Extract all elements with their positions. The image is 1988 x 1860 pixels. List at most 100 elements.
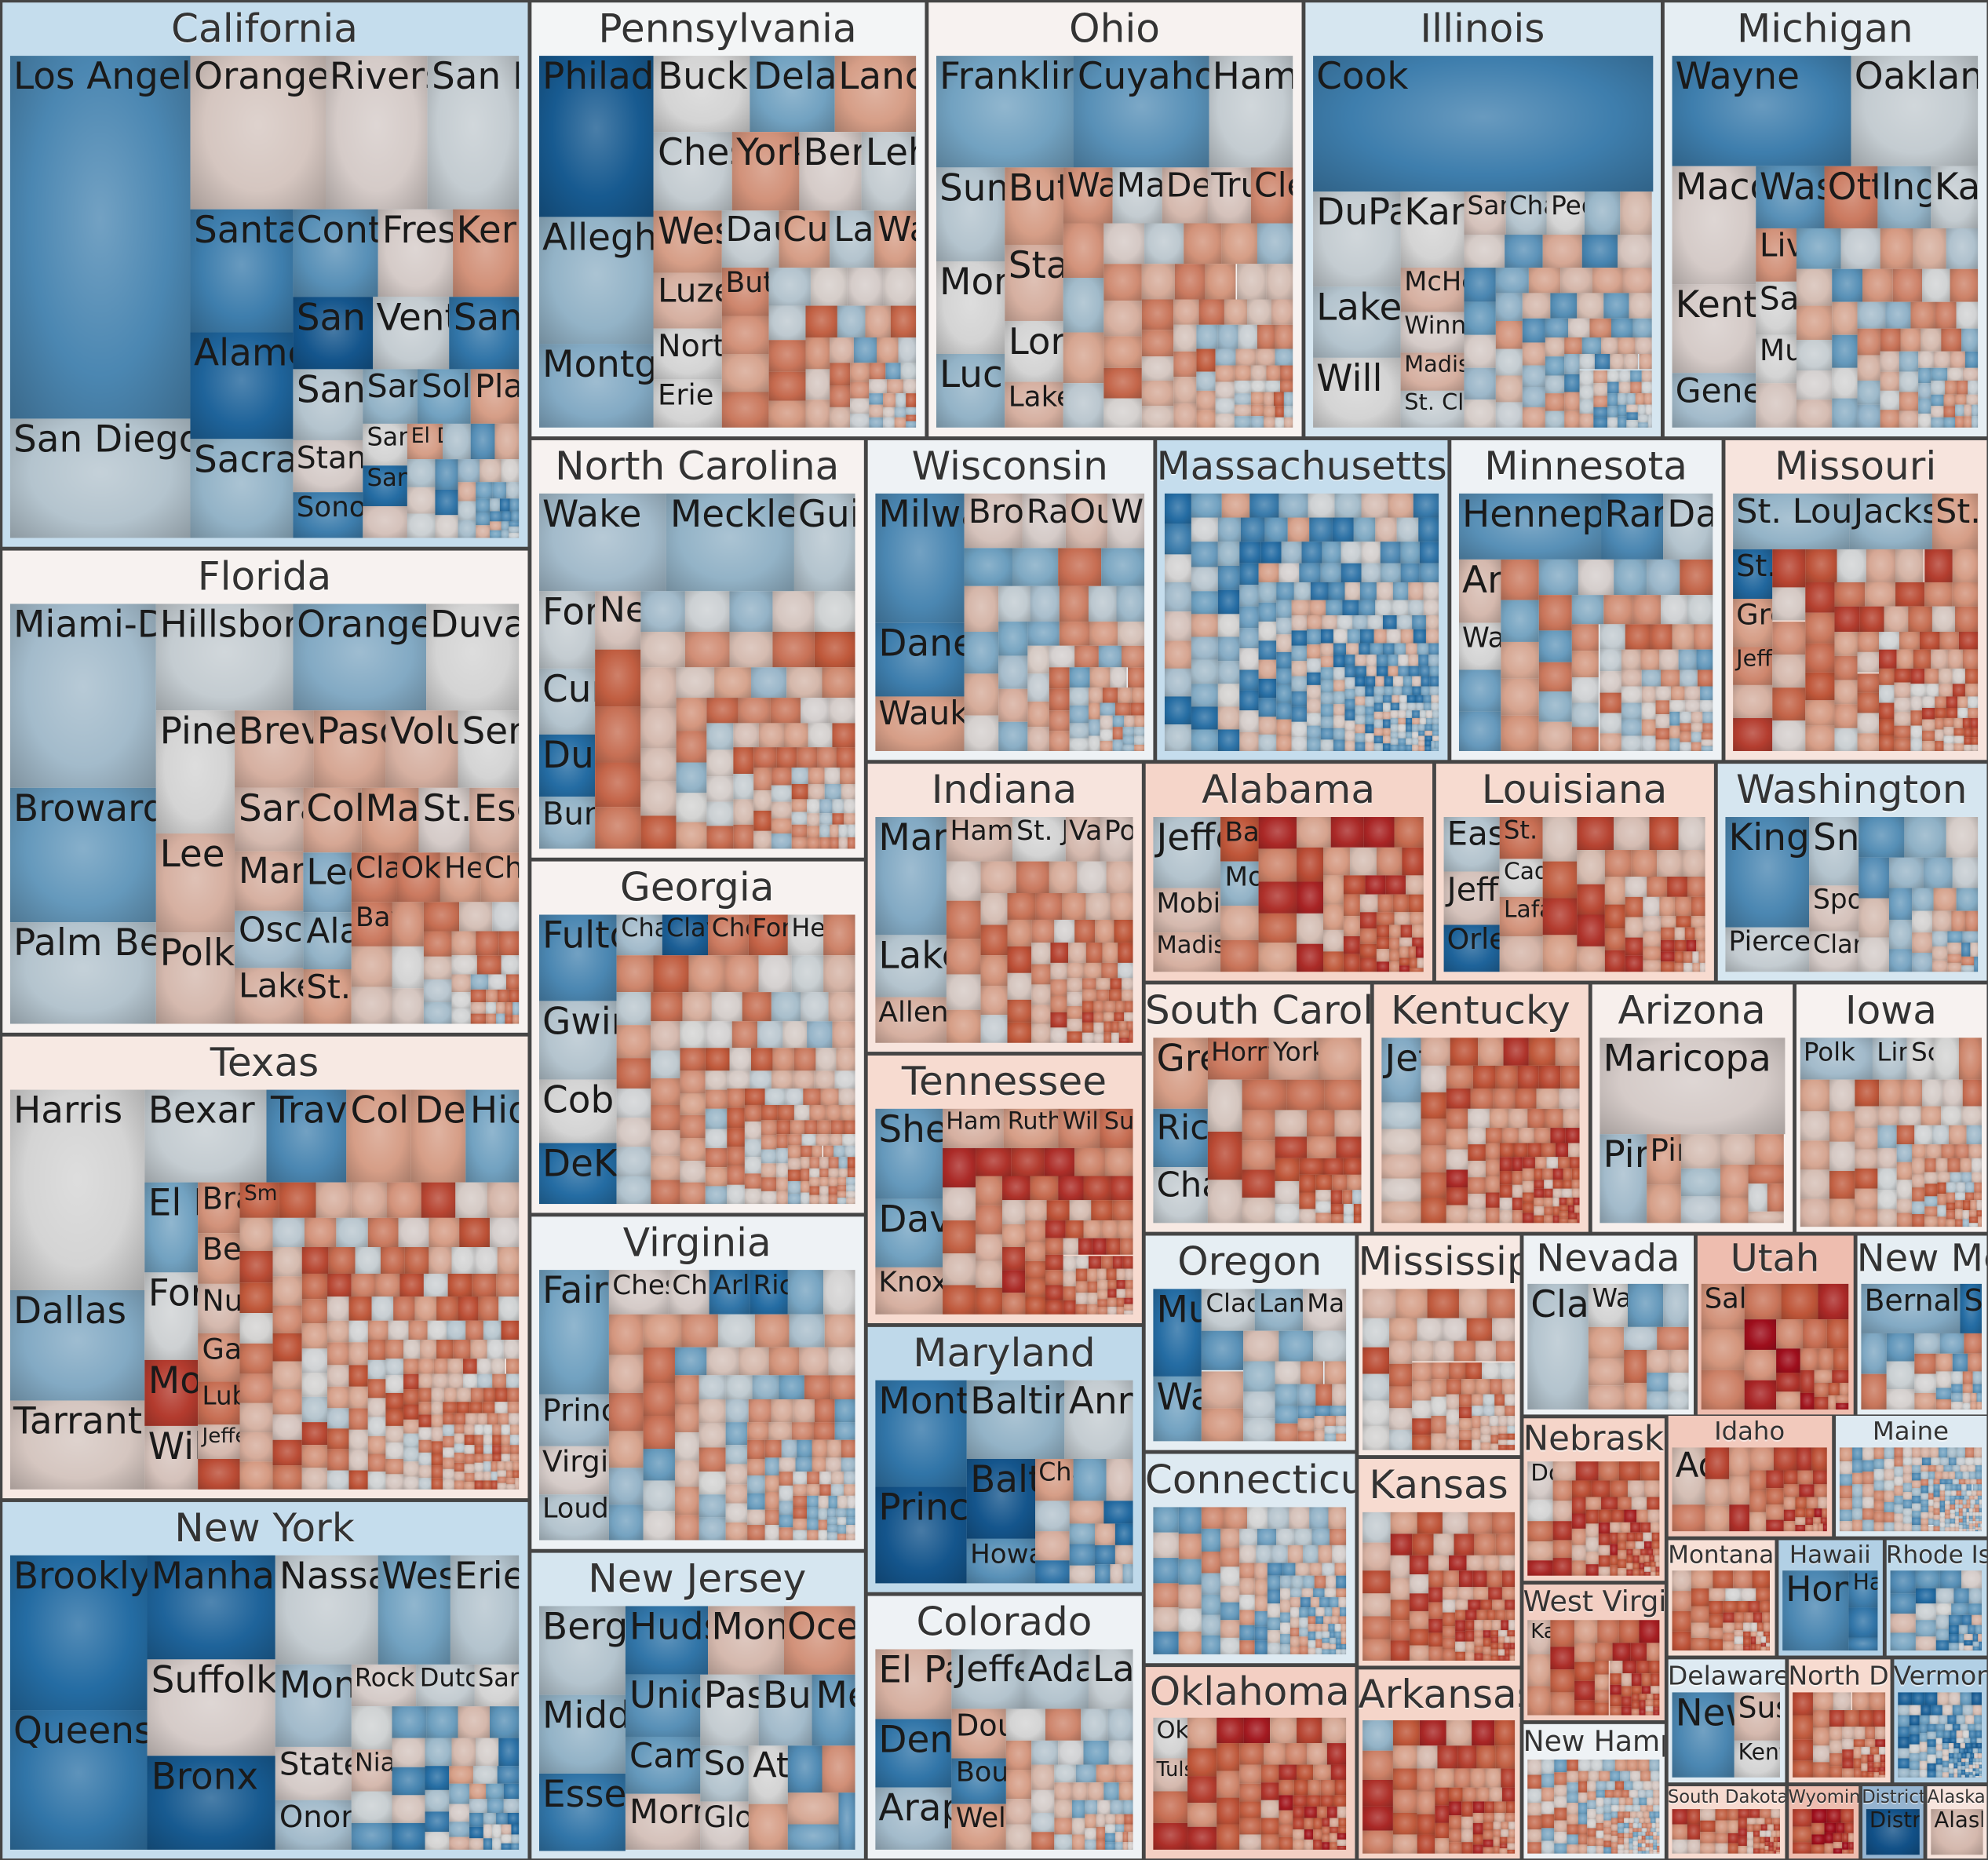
county-cell-unlabeled[interactable] (1324, 1588, 1337, 1598)
county-cell-unlabeled[interactable] (1685, 700, 1701, 712)
county-cell[interactable]: Erie (654, 380, 722, 429)
county-cell-unlabeled[interactable] (1325, 1080, 1362, 1111)
county-cell-unlabeled[interactable] (1107, 1297, 1116, 1307)
county-cell-unlabeled[interactable] (454, 1434, 465, 1444)
county-cell-unlabeled[interactable] (1910, 301, 1935, 330)
county-cell-unlabeled[interactable] (1587, 1836, 1596, 1846)
county-cell-unlabeled[interactable] (1854, 1767, 1862, 1778)
county-cell-unlabeled[interactable] (1781, 1283, 1818, 1319)
county-cell[interactable]: Rutherford (1003, 1108, 1059, 1148)
county-cell-unlabeled[interactable] (1769, 1836, 1774, 1843)
county-cell-unlabeled[interactable] (1360, 582, 1377, 600)
county-cell-unlabeled[interactable] (1970, 1738, 1977, 1744)
county-cell-unlabeled[interactable] (1951, 1484, 1957, 1491)
county-cell-unlabeled[interactable] (1859, 1710, 1873, 1727)
county-cell-unlabeled[interactable] (1307, 712, 1321, 726)
county-cell-unlabeled[interactable] (491, 1471, 498, 1481)
county-cell-unlabeled[interactable] (1915, 1588, 1936, 1604)
county-cell-unlabeled[interactable] (1760, 1601, 1771, 1613)
county-cell[interactable]: Lancaster (834, 55, 917, 133)
county-cell-unlabeled[interactable] (1951, 1371, 1963, 1384)
county-cell-unlabeled[interactable] (1307, 671, 1321, 686)
county-cell-unlabeled[interactable] (1609, 1705, 1622, 1716)
county-cell-unlabeled[interactable] (1500, 1157, 1512, 1172)
county-cell[interactable] (1848, 1637, 1879, 1651)
county-cell-unlabeled[interactable] (1114, 920, 1134, 943)
county-cell-unlabeled[interactable] (1411, 1362, 1432, 1382)
county-cell-unlabeled[interactable] (1884, 1501, 1895, 1512)
state-ohio[interactable]: OhioFranklinCuyahogaHamiltonSummitMontgo… (928, 2, 1301, 436)
county-cell-unlabeled[interactable] (1617, 393, 1627, 406)
county-cell-unlabeled[interactable] (1640, 1522, 1651, 1533)
county-cell-unlabeled[interactable] (1813, 1745, 1829, 1762)
county-cell-unlabeled[interactable] (1330, 1190, 1342, 1204)
county-cell-unlabeled[interactable] (1894, 725, 1911, 739)
state-new-jersey[interactable]: New JerseyBergenMiddlesexEssexHudsonMonm… (531, 1552, 864, 1858)
county-cell-unlabeled[interactable] (1728, 1447, 1750, 1477)
county-cell-unlabeled[interactable] (761, 1148, 776, 1163)
county-cell-unlabeled[interactable] (1125, 1289, 1134, 1298)
county-cell-unlabeled[interactable] (1961, 1770, 1966, 1774)
county-cell-unlabeled[interactable] (1571, 1180, 1581, 1190)
county-cell-unlabeled[interactable] (1856, 631, 1879, 653)
county-cell-unlabeled[interactable] (1937, 1182, 1947, 1194)
county-cell-unlabeled[interactable] (1640, 1620, 1661, 1643)
county-cell-unlabeled[interactable] (905, 407, 917, 415)
county-cell-unlabeled[interactable] (1069, 1199, 1091, 1221)
county-cell-unlabeled[interactable] (608, 1354, 644, 1393)
county-cell-unlabeled[interactable] (787, 1133, 803, 1146)
county-cell-unlabeled[interactable] (470, 1002, 487, 1015)
county-cell-unlabeled[interactable] (1362, 1751, 1393, 1781)
county-cell-unlabeled[interactable] (1669, 725, 1680, 739)
county-cell-unlabeled[interactable] (1899, 1105, 1921, 1126)
county-cell-unlabeled[interactable] (823, 1269, 856, 1315)
county-cell-unlabeled[interactable] (477, 1358, 492, 1375)
county-cell-unlabeled[interactable] (846, 1198, 856, 1205)
county-cell-unlabeled[interactable] (1498, 1433, 1508, 1440)
county-cell-unlabeled[interactable] (1545, 1109, 1563, 1128)
state-nevada[interactable]: NevadaClarkWashoe (1523, 1235, 1694, 1414)
county-cell-unlabeled[interactable] (1618, 1804, 1626, 1812)
county-cell-unlabeled[interactable] (1463, 335, 1496, 368)
county-cell-unlabeled[interactable] (1095, 1563, 1110, 1585)
county-cell-unlabeled[interactable] (1642, 1836, 1647, 1840)
county-cell-unlabeled[interactable] (418, 1402, 432, 1415)
county-cell-unlabeled[interactable] (502, 1320, 520, 1340)
county-cell-unlabeled[interactable] (1002, 1270, 1025, 1293)
county-cell-unlabeled[interactable] (1472, 1720, 1494, 1746)
county-cell-unlabeled[interactable] (272, 1333, 303, 1362)
county-cell-unlabeled[interactable] (1771, 655, 1806, 688)
county-cell-unlabeled[interactable] (1624, 1509, 1636, 1523)
county-cell-unlabeled[interactable] (1123, 1297, 1134, 1304)
county-cell-unlabeled[interactable] (1035, 892, 1062, 921)
county-cell-unlabeled[interactable] (1971, 728, 1979, 737)
county-cell-unlabeled[interactable] (1655, 1822, 1661, 1828)
county-cell-unlabeled[interactable] (1336, 1434, 1347, 1442)
county-cell[interactable]: Orange (293, 603, 427, 711)
county-cell-unlabeled[interactable] (1811, 1834, 1826, 1845)
county-cell[interactable]: Tarrant (9, 1400, 144, 1490)
county-cell-unlabeled[interactable] (1647, 1350, 1670, 1373)
county-cell-unlabeled[interactable] (1220, 1548, 1239, 1567)
county-cell-unlabeled[interactable] (1412, 717, 1420, 725)
county-cell-unlabeled[interactable] (608, 1392, 644, 1431)
county-cell[interactable]: Stanislaus (292, 440, 363, 492)
county-cell-unlabeled[interactable] (1829, 1740, 1843, 1753)
county-cell-unlabeled[interactable] (1550, 1669, 1574, 1694)
county-cell-unlabeled[interactable] (738, 1348, 769, 1376)
county-cell-unlabeled[interactable] (1979, 1515, 1983, 1519)
county-cell-unlabeled[interactable] (753, 830, 772, 850)
county-cell-unlabeled[interactable] (1258, 678, 1277, 698)
county-cell-unlabeled[interactable] (1411, 615, 1426, 630)
county-cell-unlabeled[interactable] (1963, 416, 1972, 429)
county-cell-unlabeled[interactable] (1401, 925, 1413, 939)
county-cell-unlabeled[interactable] (1103, 687, 1118, 703)
county-cell-unlabeled[interactable] (1965, 1765, 1970, 1769)
county-cell-unlabeled[interactable] (1362, 1373, 1389, 1402)
county-cell-unlabeled[interactable] (1977, 1523, 1980, 1527)
county-cell-unlabeled[interactable] (424, 1832, 450, 1851)
county-cell-unlabeled[interactable] (403, 1340, 420, 1359)
county-cell-unlabeled[interactable] (749, 1399, 771, 1423)
county-cell-unlabeled[interactable] (1884, 1522, 1895, 1532)
county-cell-unlabeled[interactable] (1201, 1551, 1220, 1574)
